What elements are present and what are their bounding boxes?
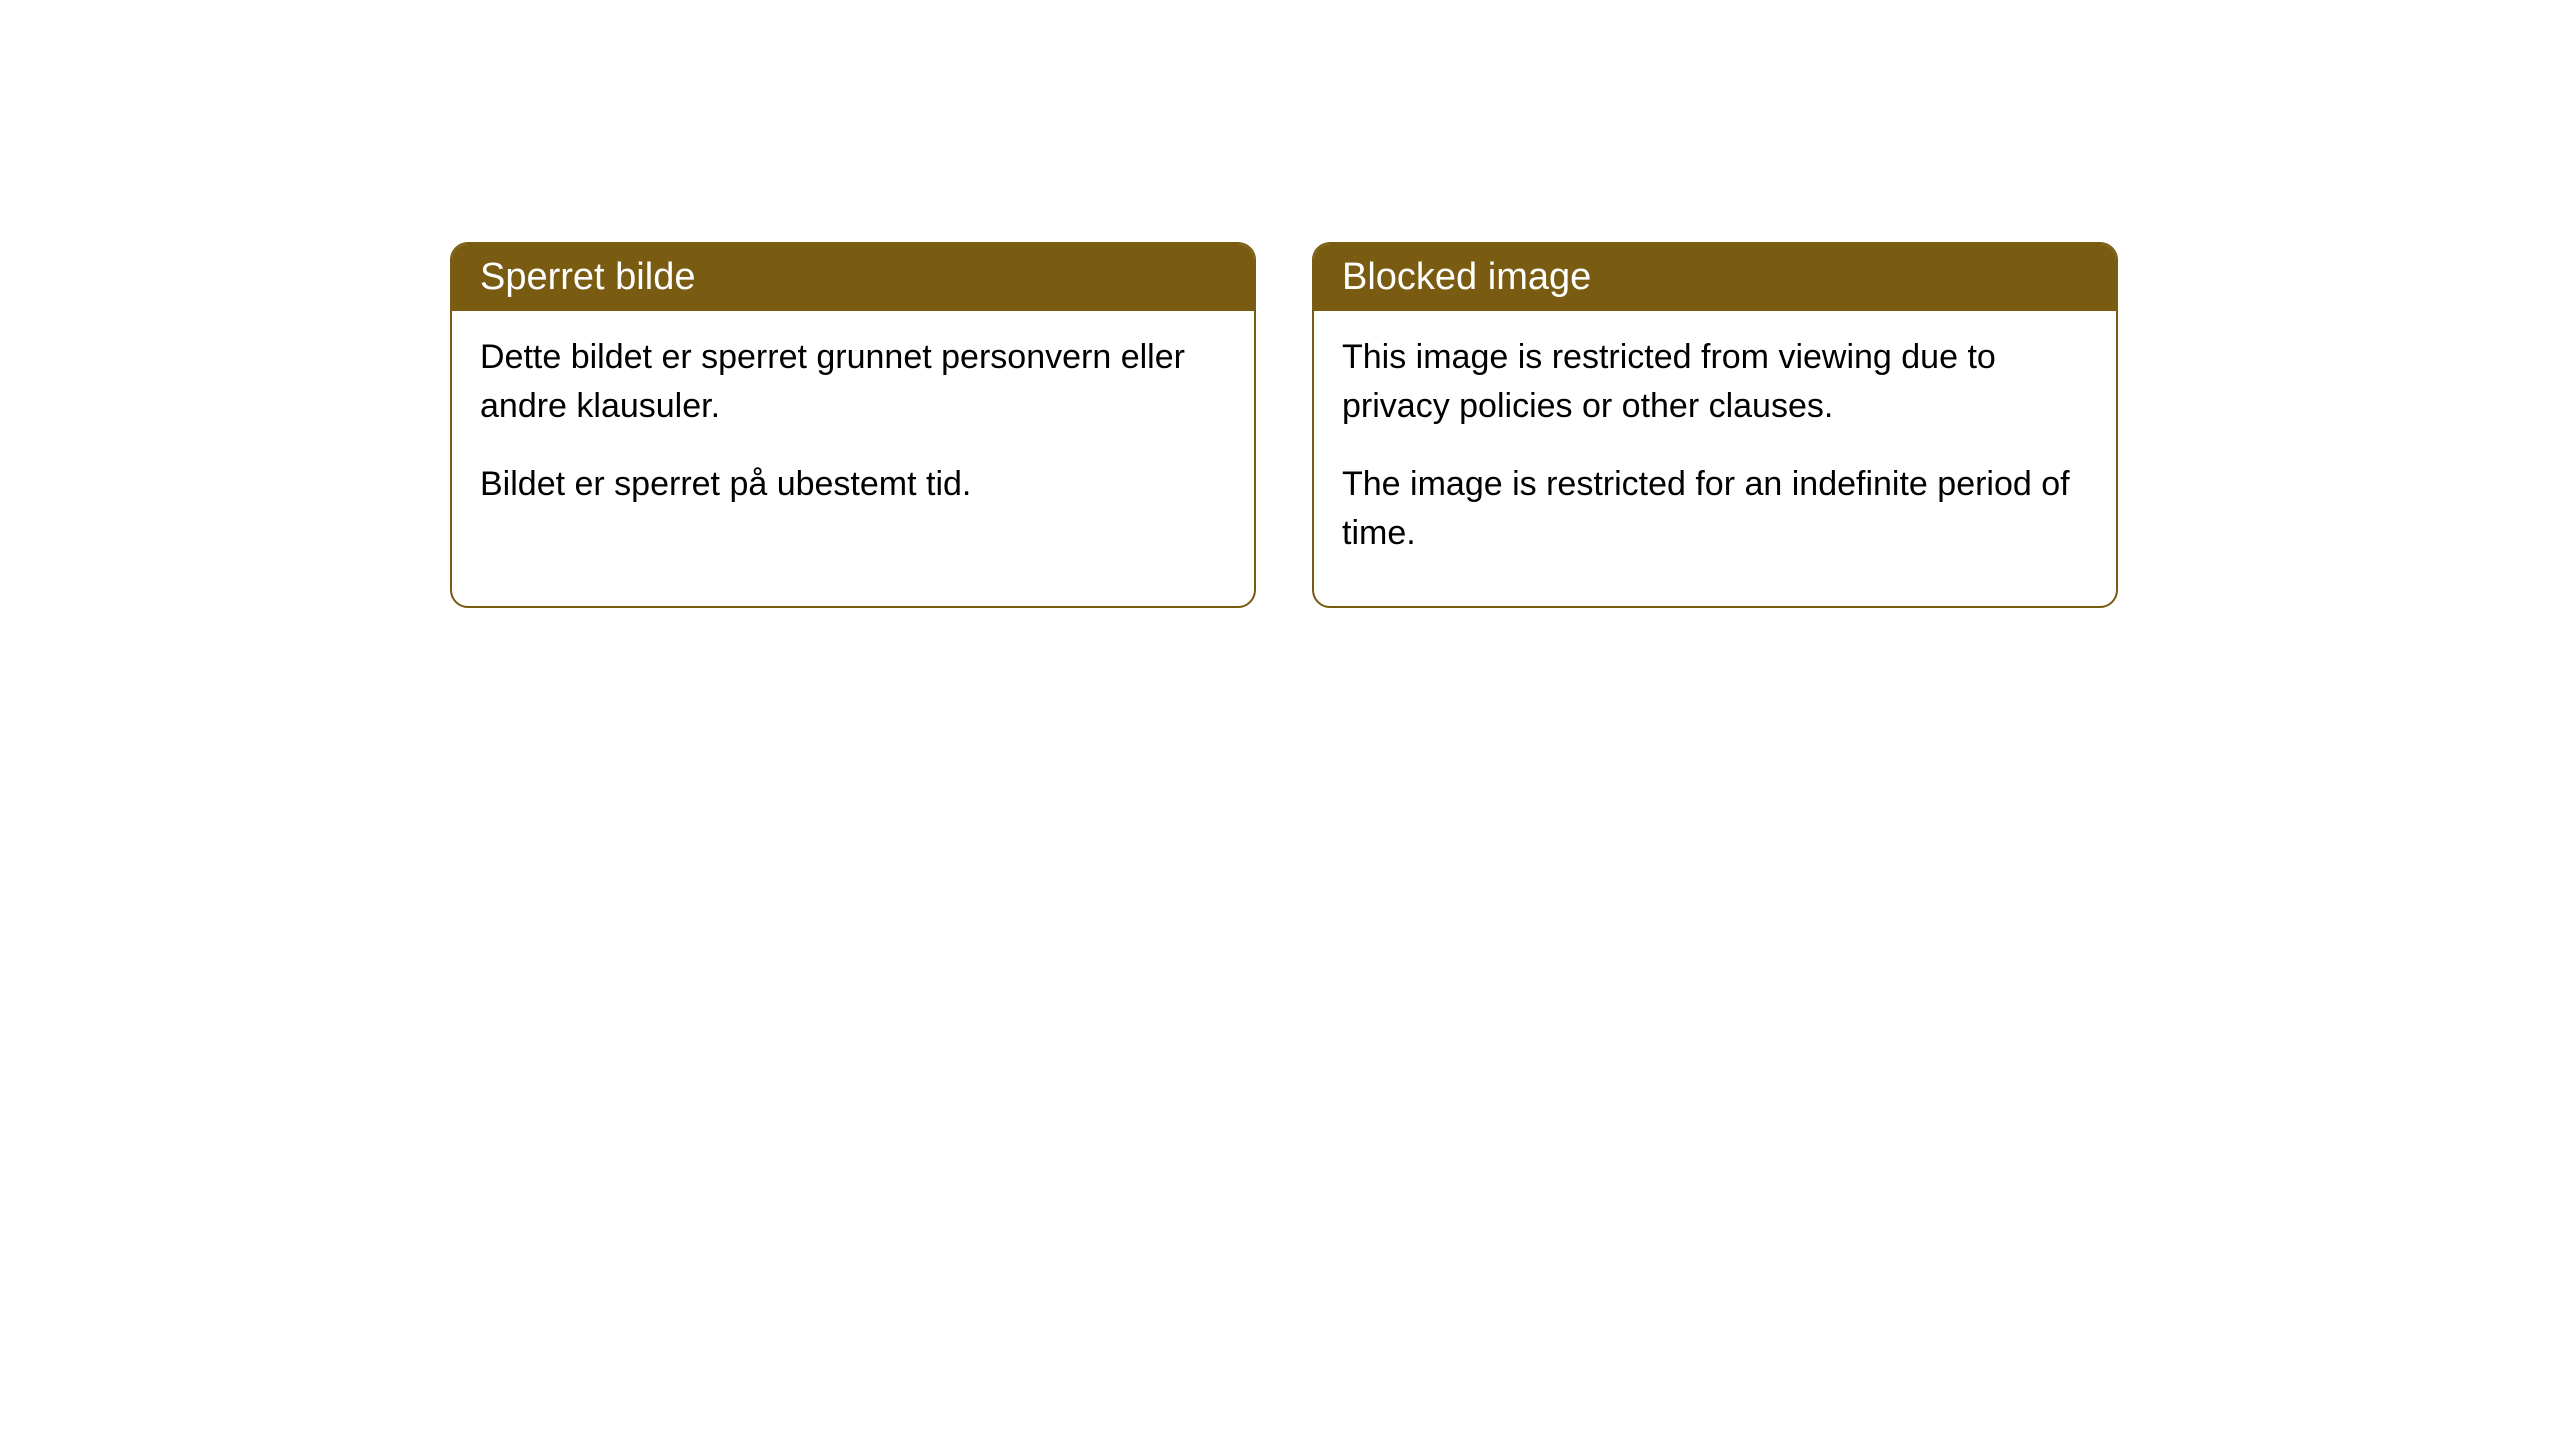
card-paragraph: Dette bildet er sperret grunnet personve…	[480, 333, 1226, 432]
card-header: Blocked image	[1314, 244, 2116, 311]
card-paragraph: This image is restricted from viewing du…	[1342, 333, 2088, 432]
card-header: Sperret bilde	[452, 244, 1254, 311]
card-body: Dette bildet er sperret grunnet personve…	[452, 311, 1254, 557]
card-body: This image is restricted from viewing du…	[1314, 311, 2116, 606]
notice-cards-container: Sperret bilde Dette bildet er sperret gr…	[450, 242, 2118, 608]
notice-card-english: Blocked image This image is restricted f…	[1312, 242, 2118, 608]
card-title: Sperret bilde	[480, 256, 695, 298]
card-paragraph: The image is restricted for an indefinit…	[1342, 460, 2088, 559]
card-paragraph: Bildet er sperret på ubestemt tid.	[480, 460, 1226, 509]
notice-card-norwegian: Sperret bilde Dette bildet er sperret gr…	[450, 242, 1256, 608]
card-title: Blocked image	[1342, 256, 1591, 298]
